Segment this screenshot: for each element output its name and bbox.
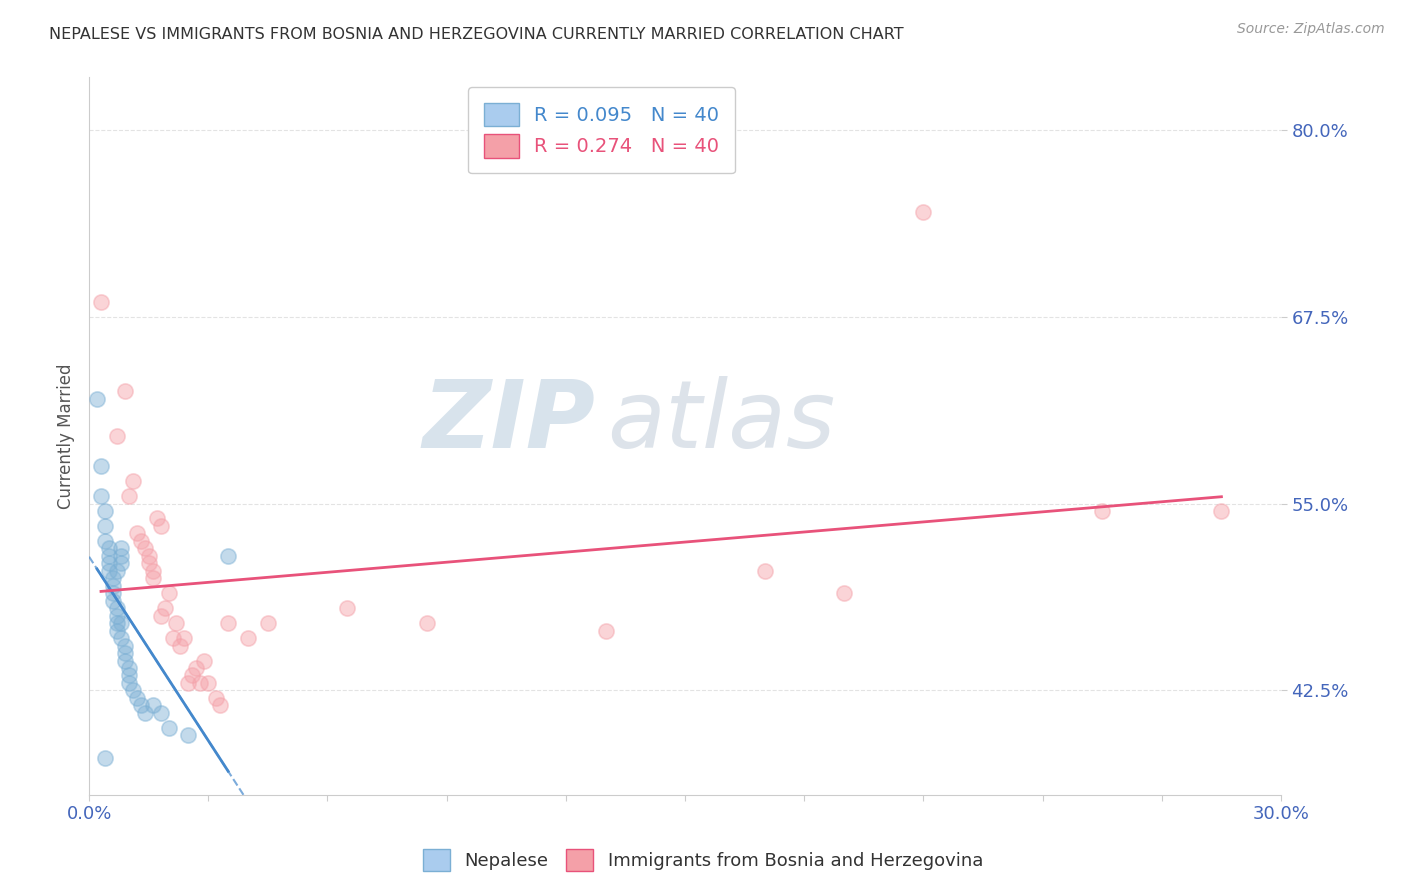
- Point: [138, 557, 160, 571]
- Legend: R = 0.095   N = 40, R = 0.274   N = 40: R = 0.095 N = 40, R = 0.274 N = 40: [468, 87, 735, 174]
- Point: [257, 616, 280, 631]
- Point: [118, 661, 141, 675]
- Point: [94, 519, 117, 533]
- Text: atlas: atlas: [607, 376, 835, 467]
- Point: [101, 593, 124, 607]
- Point: [105, 564, 128, 578]
- Point: [912, 205, 935, 219]
- Point: [94, 750, 117, 764]
- Point: [177, 676, 200, 690]
- Point: [142, 698, 165, 713]
- Point: [416, 616, 439, 631]
- Point: [153, 601, 176, 615]
- Text: NEPALESE VS IMMIGRANTS FROM BOSNIA AND HERZEGOVINA CURRENTLY MARRIED CORRELATION: NEPALESE VS IMMIGRANTS FROM BOSNIA AND H…: [49, 27, 904, 42]
- Point: [101, 579, 124, 593]
- Point: [188, 676, 211, 690]
- Point: [118, 668, 141, 682]
- Legend: Nepalese, Immigrants from Bosnia and Herzegovina: Nepalese, Immigrants from Bosnia and Her…: [416, 842, 990, 879]
- Point: [114, 646, 136, 660]
- Point: [1091, 504, 1114, 518]
- Point: [217, 616, 239, 631]
- Point: [121, 683, 143, 698]
- Point: [173, 631, 195, 645]
- Point: [217, 549, 239, 563]
- Point: [134, 541, 156, 556]
- Point: [142, 571, 165, 585]
- Point: [142, 564, 165, 578]
- Point: [101, 586, 124, 600]
- Point: [90, 459, 112, 474]
- Point: [193, 653, 215, 667]
- Point: [205, 690, 228, 705]
- Point: [157, 721, 180, 735]
- Point: [118, 676, 141, 690]
- Point: [166, 616, 188, 631]
- Point: [94, 533, 117, 548]
- Point: [110, 549, 132, 563]
- Point: [110, 616, 132, 631]
- Point: [86, 392, 108, 406]
- Point: [105, 616, 128, 631]
- Point: [138, 549, 160, 563]
- Point: [97, 557, 120, 571]
- Point: [125, 526, 148, 541]
- Point: [134, 706, 156, 720]
- Point: [595, 624, 617, 638]
- Point: [149, 519, 172, 533]
- Y-axis label: Currently Married: Currently Married: [58, 364, 75, 509]
- Point: [129, 533, 152, 548]
- Point: [118, 489, 141, 503]
- Point: [162, 631, 184, 645]
- Point: [105, 601, 128, 615]
- Point: [209, 698, 232, 713]
- Point: [336, 601, 359, 615]
- Point: [125, 690, 148, 705]
- Point: [101, 571, 124, 585]
- Point: [110, 541, 132, 556]
- Point: [236, 631, 259, 645]
- Point: [832, 586, 855, 600]
- Point: [110, 631, 132, 645]
- Point: [94, 504, 117, 518]
- Point: [90, 489, 112, 503]
- Point: [105, 624, 128, 638]
- Point: [149, 608, 172, 623]
- Point: [121, 474, 143, 488]
- Point: [105, 608, 128, 623]
- Text: Source: ZipAtlas.com: Source: ZipAtlas.com: [1237, 22, 1385, 37]
- Point: [114, 639, 136, 653]
- Point: [1211, 504, 1233, 518]
- Point: [754, 564, 776, 578]
- Point: [110, 557, 132, 571]
- Point: [169, 639, 191, 653]
- Point: [114, 653, 136, 667]
- Point: [145, 511, 167, 525]
- Point: [129, 698, 152, 713]
- Point: [186, 661, 208, 675]
- Point: [97, 564, 120, 578]
- Point: [114, 384, 136, 399]
- Point: [105, 429, 128, 443]
- Point: [197, 676, 219, 690]
- Point: [97, 549, 120, 563]
- Point: [177, 728, 200, 742]
- Point: [149, 706, 172, 720]
- Point: [90, 294, 112, 309]
- Point: [157, 586, 180, 600]
- Point: [97, 541, 120, 556]
- Point: [181, 668, 204, 682]
- Text: ZIP: ZIP: [423, 376, 596, 468]
